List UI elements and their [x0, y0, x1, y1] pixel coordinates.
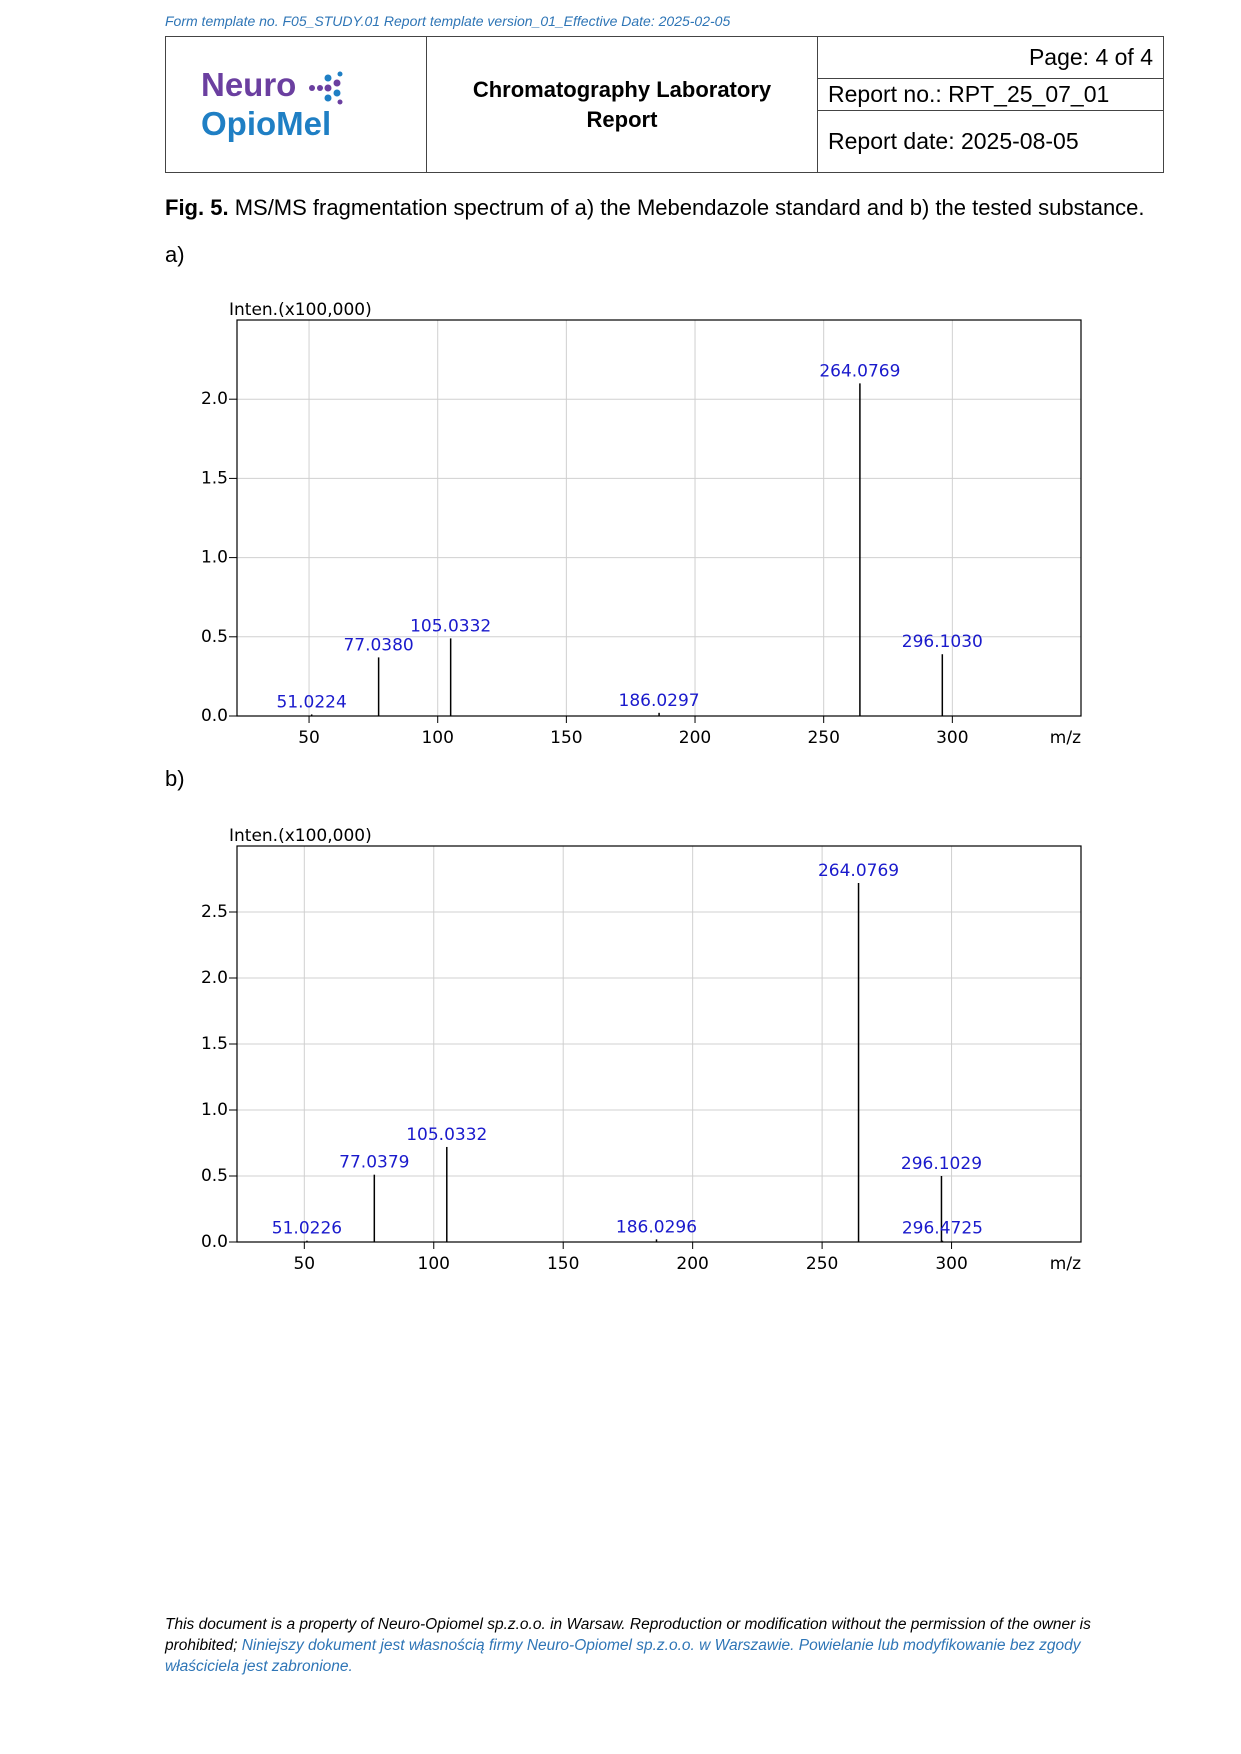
peak-label: 77.0380 — [343, 635, 413, 655]
peak-label: 296.4725 — [902, 1219, 983, 1239]
x-tick-label: 300 — [936, 728, 968, 748]
y-tick-label: 2.0 — [201, 389, 228, 409]
peak-label: 105.0332 — [410, 616, 491, 636]
peak-label: 105.0332 — [406, 1125, 487, 1145]
y-tick-label: 0.5 — [201, 1166, 228, 1186]
spectrum-chart: 0.0 0.5 1.0 1.5 2.0 2.5 50 100 150 200 250 300 Inten… — [201, 826, 1082, 1274]
report-title-text: Chromatography Laboratory Report — [472, 76, 772, 132]
panel-label: a) — [165, 242, 185, 267]
y-tick-label: 2.5 — [201, 902, 228, 922]
x-tick-label: 50 — [293, 1254, 315, 1274]
panel-label: b) — [165, 766, 185, 791]
x-tick-label: 50 — [298, 728, 320, 748]
y-tick-label: 0.0 — [201, 1232, 228, 1252]
logo-text: Neuro — [201, 66, 297, 104]
y-tick-label: 1.0 — [201, 1100, 228, 1120]
x-tick-label: 200 — [676, 1254, 708, 1274]
logo-icon — [308, 71, 343, 105]
y-tick-label: 2.0 — [201, 968, 228, 988]
footer: This document is a property of Neuro-Opi… — [165, 1614, 1105, 1677]
logo-cell: Neuro OpioMel — [165, 36, 427, 173]
report-date: Report date: 2025-08-05 — [817, 110, 1164, 173]
spectrum-chart: 0.0 0.5 1.0 1.5 2.0 50 100 150 200 250 300 Inten.(x… — [201, 300, 1082, 748]
x-axis-label: m/z — [1050, 1254, 1081, 1274]
x-axis-label: m/z — [1050, 728, 1081, 748]
x-tick-label: 100 — [418, 1254, 450, 1274]
x-tick-label: 300 — [935, 1254, 967, 1274]
y-axis-label: Inten.(x100,000) — [229, 300, 372, 320]
footer-english: This document is a property of Neuro-Opi… — [165, 1616, 1091, 1654]
y-tick-label: 0.5 — [201, 627, 228, 647]
form-template: Form template no. F05_STUDY.01 Report te… — [165, 14, 731, 29]
y-tick-label: 0.0 — [201, 706, 228, 726]
x-tick-label: 250 — [806, 1254, 838, 1274]
x-tick-label: 250 — [807, 728, 839, 748]
page-number: Page: 4 of 4 — [817, 36, 1164, 79]
peak-label: 296.1030 — [902, 632, 983, 652]
peak-label: 296.1029 — [901, 1154, 982, 1174]
y-axis-label: Inten.(x100,000) — [229, 826, 372, 846]
y-tick-label: 1.5 — [201, 468, 228, 488]
x-tick-label: 200 — [679, 728, 711, 748]
report-title: Chromatography Laboratory Report — [426, 36, 818, 173]
y-tick-label: 1.0 — [201, 548, 228, 568]
figure-caption: Fig. 5. MS/MS fragmentation spectrum of … — [165, 195, 1145, 221]
peak-label: 77.0379 — [339, 1153, 409, 1173]
logo-text: OpioMel — [201, 104, 332, 142]
x-tick-label: 150 — [547, 1254, 579, 1274]
y-tick-label: 1.5 — [201, 1034, 228, 1054]
plot-frame — [236, 319, 1082, 717]
peak-label: 51.0226 — [272, 1219, 342, 1239]
caption-text: MS/MS fragmentation spectrum of a) the M… — [234, 195, 1145, 220]
caption-label: Fig. 5. — [165, 195, 229, 220]
x-tick-label: 100 — [421, 728, 453, 748]
footer-polish: Niniejszy dokument jest własnością firmy… — [165, 1637, 1081, 1675]
peak-label: 264.0769 — [818, 861, 899, 881]
x-tick-label: 150 — [550, 728, 582, 748]
report-number: Report no.: RPT_25_07_01 — [817, 78, 1164, 111]
header-table: Neuro OpioMel Chromatography Laboratory … — [165, 36, 1164, 173]
peak-label: 51.0224 — [277, 692, 347, 712]
plot-frame — [236, 845, 1082, 1243]
peak-label: 186.0296 — [616, 1217, 697, 1237]
peak-label: 264.0769 — [819, 361, 900, 381]
peak-label: 186.0297 — [619, 691, 700, 711]
